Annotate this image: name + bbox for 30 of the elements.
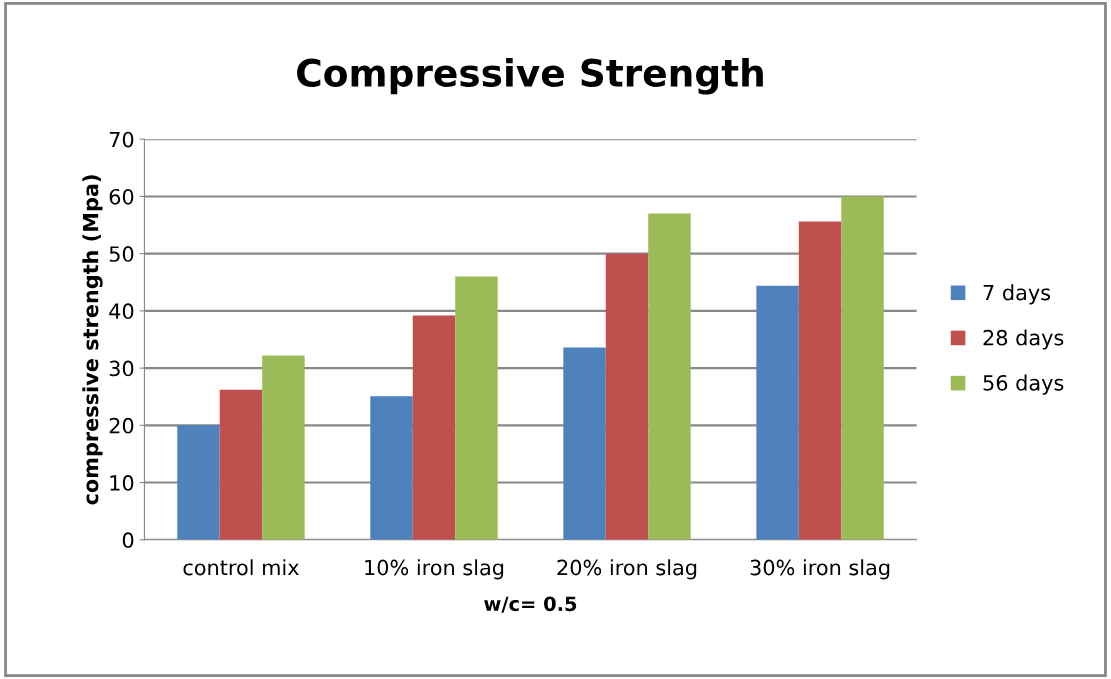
bar — [412, 315, 456, 540]
bar — [177, 425, 220, 540]
x-tick-label: 30% iron slag — [750, 559, 890, 580]
bar — [455, 276, 498, 540]
bar — [219, 389, 263, 540]
bar — [605, 253, 649, 540]
bar — [841, 196, 884, 540]
y-tick-label: 0 — [122, 532, 134, 549]
y-tick-label: 30 — [109, 360, 134, 377]
chart-title: Compressive Strength — [297, 57, 763, 95]
y-tick-label: 50 — [109, 246, 134, 262]
y-tick-label: 10 — [110, 475, 134, 491]
bar — [756, 285, 799, 540]
bar — [648, 213, 691, 540]
y-tick-label: 70 — [109, 131, 134, 148]
x-tick-label: control mix — [183, 559, 299, 576]
bar — [563, 347, 606, 540]
x-tick-label: 20% iron slag — [557, 559, 697, 580]
legend-label: 28 days — [983, 329, 1064, 350]
bar — [262, 355, 305, 540]
legend-label: 56 days — [983, 374, 1064, 395]
y-tick-label: 60 — [109, 188, 134, 205]
bar — [798, 221, 842, 540]
legend-label: 7 days — [983, 284, 1051, 305]
y-tick-label: 20 — [109, 417, 134, 434]
x-axis-title: w/c= 0.5 — [484, 596, 577, 613]
x-tick-label: 10% iron slag — [365, 559, 504, 580]
y-axis-title: compressive strength (Mpa) — [82, 175, 103, 505]
y-tick-label: 40 — [109, 303, 134, 320]
bar — [370, 396, 413, 540]
